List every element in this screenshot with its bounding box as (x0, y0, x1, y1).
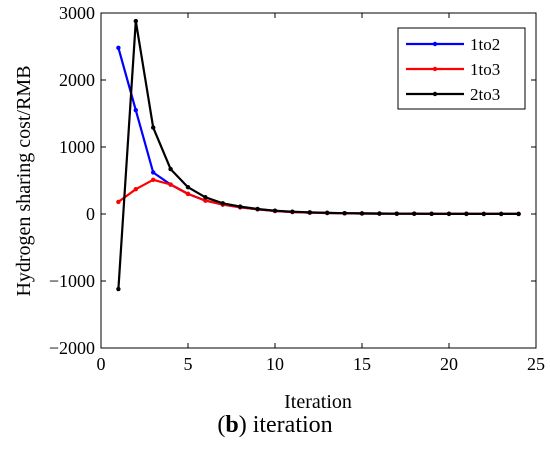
data-point-1to3 (185, 191, 191, 197)
legend-label-1to2: 1to2 (470, 35, 500, 54)
x-axis-label: Iteration (284, 391, 352, 410)
y-tick-label: 2000 (59, 70, 95, 90)
data-point-2to3 (481, 211, 486, 217)
data-point-2to3 (446, 211, 452, 217)
data-point-2to3 (116, 286, 121, 292)
data-point-2to3 (203, 195, 208, 200)
data-point-2to3 (168, 166, 173, 172)
axes-frame (100, 12, 537, 349)
data-point-1to3 (203, 198, 208, 203)
legend-marker-1to3 (432, 66, 438, 72)
data-point-2to3 (290, 209, 295, 214)
data-point-2to3 (377, 211, 382, 216)
legend-label-1to3: 1to3 (470, 60, 500, 79)
data-point-2to3 (412, 211, 417, 216)
data-point-1to2 (116, 45, 121, 51)
data-point-2to3 (133, 18, 138, 24)
data-point-1to2 (151, 170, 156, 175)
data-point-1to3 (168, 182, 173, 187)
series-line-2to3 (117, 19, 519, 290)
legend-marker-1to2 (432, 41, 438, 47)
data-point-2to3 (151, 125, 156, 130)
data-point-1to2 (133, 107, 138, 113)
y-tick-label: 3000 (59, 3, 95, 23)
data-point-2to3 (464, 211, 469, 217)
data-point-2to3 (394, 211, 399, 216)
y-tick-label: −1000 (49, 271, 95, 291)
data-point-2to3 (429, 211, 434, 216)
data-point-2to3 (185, 185, 191, 190)
x-tick-label: 0 (97, 354, 106, 374)
data-point-2to3 (516, 211, 521, 217)
legend-label-2to3: 2to3 (470, 85, 500, 104)
y-tick-label: 0 (86, 204, 95, 224)
axes-layer: 0 5 10 15 20 25 −2000 −1000 0 1000 2000 3000 (49, 3, 545, 374)
x-tick-label: 10 (266, 354, 284, 374)
y-tick-label: −2000 (49, 338, 95, 358)
data-point-2to3 (325, 210, 330, 215)
x-tick-label: 5 (184, 354, 193, 374)
data-point-1to3 (116, 199, 121, 205)
legend: 1to2 1to3 2to3 (397, 27, 526, 110)
data-point-2to3 (342, 210, 347, 216)
data-point-2to3 (307, 210, 312, 215)
data-point-1to3 (151, 177, 156, 183)
data-point-2to3 (238, 204, 243, 209)
figure-caption: (b) iteration (217, 412, 333, 438)
y-axis-label: Hydrogen sharing cost/RMB (13, 65, 35, 296)
caption-bold-letter: b (225, 412, 239, 438)
data-point-1to3 (133, 187, 138, 192)
data-point-2to3 (220, 201, 225, 206)
data-point-2to3 (359, 211, 365, 216)
caption-text: iteration (252, 412, 333, 438)
x-tick-label: 20 (440, 354, 458, 374)
data-point-2to3 (272, 208, 278, 213)
legend-marker-2to3 (432, 91, 438, 97)
y-tick-label: 1000 (59, 137, 95, 157)
data-point-2to3 (255, 206, 260, 212)
series-layer (116, 18, 521, 292)
x-tick-label: 25 (527, 354, 545, 374)
data-point-2to3 (499, 211, 504, 217)
x-tick-label: 15 (353, 354, 371, 374)
